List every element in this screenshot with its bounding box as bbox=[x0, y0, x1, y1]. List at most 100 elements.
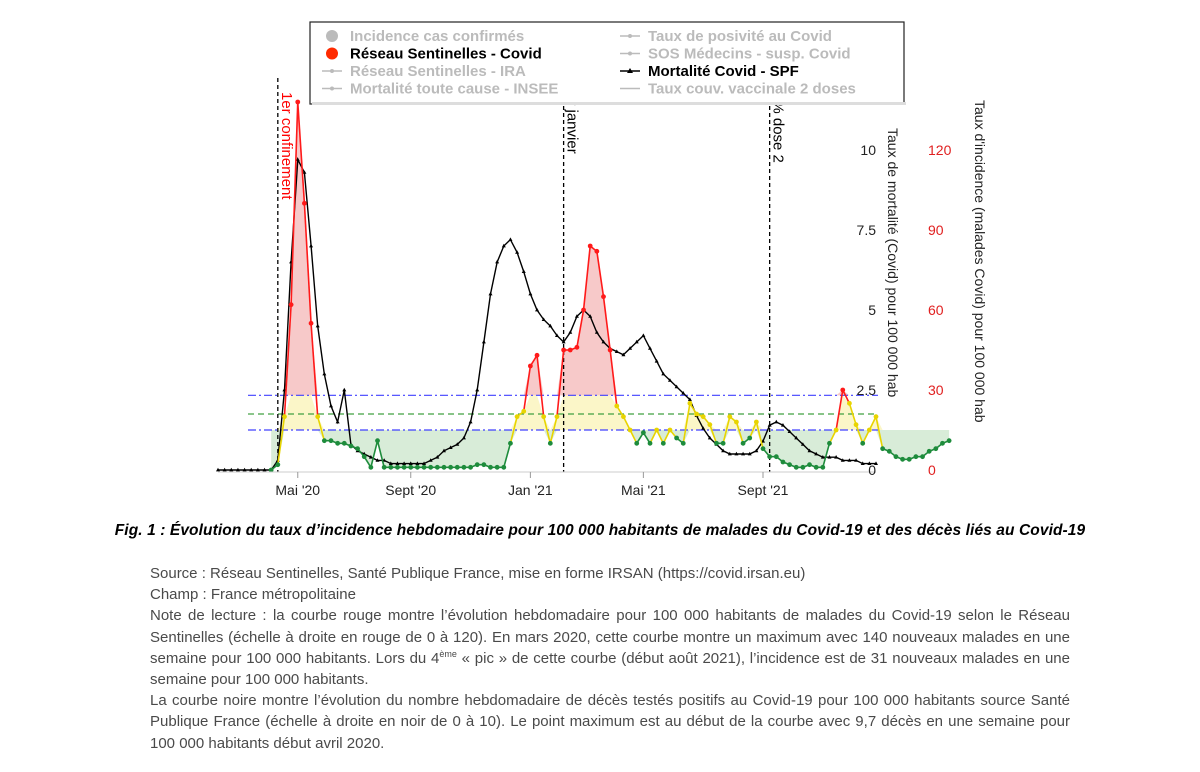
sentinelles-point bbox=[501, 464, 507, 470]
mortalite-point bbox=[455, 442, 460, 446]
series-mortalite-covid bbox=[216, 157, 878, 472]
x-axis-ticks: Mai '20 Sept '20 Jan '21 Mai '21 Sept '21 bbox=[218, 471, 876, 498]
mortalite-point bbox=[854, 458, 859, 462]
mortalite-point bbox=[594, 330, 599, 334]
sentinelles-point bbox=[827, 440, 832, 446]
sentinelles-segment bbox=[622, 416, 631, 431]
y-right-axis: 0 30 60 90 120 Taux d'incidence (malades Covi… bbox=[928, 100, 988, 478]
sentinelles-point bbox=[581, 307, 586, 313]
sentinelles-segment bbox=[277, 416, 286, 465]
sentinelles-segment bbox=[576, 309, 585, 348]
sentinelles-point bbox=[920, 454, 925, 460]
legend-label: SOS Médecins - susp. Covid bbox=[648, 46, 851, 63]
sentinelles-point bbox=[302, 200, 307, 206]
sentinelles-point bbox=[315, 414, 321, 420]
legend-item[interactable]: SOS Médecins - susp. Covid bbox=[620, 46, 851, 63]
sentinelles-point bbox=[866, 427, 872, 433]
note-lecture-text-end: « pic » de cette courbe (début août 2021… bbox=[150, 649, 1070, 689]
sentinelles-point bbox=[720, 440, 726, 446]
legend-dot-icon bbox=[628, 51, 632, 56]
sentinelles-point bbox=[627, 427, 633, 433]
sentinelles-point bbox=[341, 440, 347, 446]
mortalite-point bbox=[508, 237, 513, 241]
mortalite-point bbox=[242, 467, 247, 472]
sentinelles-point bbox=[388, 464, 394, 470]
mortalite-point bbox=[588, 314, 593, 318]
legend-item[interactable]: Réseau Sentinelles - IRA bbox=[322, 63, 526, 80]
mortalite-point bbox=[814, 451, 819, 456]
note-courbe-noire: La courbe noire montre l’évolution du no… bbox=[150, 692, 1070, 752]
sentinelles-segment bbox=[310, 323, 319, 417]
mortalite-point bbox=[501, 243, 506, 248]
event-lines: 1er confinement er janvier 0% dose 2 bbox=[277, 78, 787, 472]
legend-item[interactable]: Mortalité Covid - SPF bbox=[620, 63, 799, 80]
mortalite-point bbox=[747, 451, 752, 456]
sentinelles-segment bbox=[828, 429, 837, 444]
mortalite-point bbox=[448, 445, 453, 449]
sentinelles-segment bbox=[376, 440, 385, 468]
y-left-title: Taux de mortalité (Covid) pour 100 000 h… bbox=[885, 128, 901, 397]
sentinelles-point bbox=[800, 464, 806, 470]
mortalite-point bbox=[342, 387, 347, 392]
sentinelles-point bbox=[328, 438, 334, 444]
x-tick-label: Mai '21 bbox=[621, 482, 666, 498]
mortalite-point bbox=[727, 451, 732, 456]
sentinelles-point bbox=[414, 464, 420, 470]
sentinelles-point bbox=[348, 443, 354, 449]
mortalite-point bbox=[468, 419, 473, 424]
event-label-2: er janvier bbox=[564, 92, 581, 154]
sentinelles-segment bbox=[662, 429, 671, 444]
mortalite-point bbox=[794, 435, 799, 440]
mortalite-point bbox=[774, 419, 779, 424]
event-label-3: 0% dose 2 bbox=[770, 92, 787, 163]
legend-item[interactable]: Taux couv. vaccinale 2 doses bbox=[620, 81, 856, 98]
sentinelles-point bbox=[375, 438, 380, 444]
legend[interactable]: Incidence cas confirmés Taux de posivité … bbox=[309, 21, 906, 105]
mortalite-point bbox=[707, 435, 712, 440]
mortalite-point bbox=[315, 323, 320, 328]
mortalite-point bbox=[216, 467, 220, 472]
sentinelles-point bbox=[747, 435, 753, 441]
sentinelles-point bbox=[574, 344, 580, 350]
sentinelles-point bbox=[847, 400, 852, 406]
legend-dot-icon bbox=[326, 47, 338, 60]
sentinelles-point bbox=[660, 440, 666, 446]
sentinelles-segment bbox=[582, 245, 591, 311]
mortalite-point bbox=[621, 352, 626, 357]
sentinelles-point bbox=[421, 464, 427, 470]
mortalite-point bbox=[628, 346, 633, 350]
sentinelles-point bbox=[674, 435, 680, 441]
legend-label: Mortalité Covid - SPF bbox=[648, 63, 799, 80]
mortalite-point bbox=[601, 339, 606, 344]
sentinelles-segment bbox=[629, 429, 638, 444]
legend-item[interactable]: Réseau Sentinelles - Covid bbox=[326, 46, 542, 63]
x-tick-label: Jan '21 bbox=[508, 482, 553, 498]
sentinelles-point bbox=[607, 347, 613, 353]
sentinelles-segment bbox=[296, 101, 306, 204]
note-source: Source : Réseau Sentinelles, Santé Publi… bbox=[150, 565, 806, 582]
sentinelles-point bbox=[308, 320, 314, 326]
sentinelles-point bbox=[428, 464, 434, 470]
sentinelles-segment bbox=[861, 429, 871, 444]
figure-notes: Source : Réseau Sentinelles, Santé Publi… bbox=[150, 563, 1070, 754]
sentinelles-point bbox=[461, 464, 467, 470]
sentinelles-point bbox=[727, 414, 733, 420]
sentinelles-point bbox=[408, 464, 414, 470]
sentinelles-point bbox=[933, 446, 939, 452]
legend-item[interactable]: Taux de posivité au Covid bbox=[620, 28, 832, 45]
legend-item[interactable]: Mortalité toute cause - INSEE bbox=[322, 81, 558, 98]
sentinelles-point bbox=[946, 438, 952, 444]
legend-item[interactable]: Incidence cas confirmés bbox=[326, 28, 524, 45]
mortalite-point bbox=[874, 461, 878, 465]
sentinelles-segment bbox=[522, 365, 532, 412]
sentinelles-segment bbox=[822, 443, 831, 468]
sentinelles-segment bbox=[316, 416, 326, 441]
sentinelles-point bbox=[787, 462, 792, 468]
mortalite-point bbox=[262, 467, 267, 472]
sentinelles-point bbox=[514, 414, 520, 420]
mortalite-point bbox=[309, 243, 314, 248]
sentinelles-point bbox=[873, 414, 879, 420]
sentinelles-point bbox=[886, 448, 892, 454]
note-lecture-sup: ème bbox=[439, 648, 457, 659]
sentinelles-segment bbox=[848, 403, 857, 425]
